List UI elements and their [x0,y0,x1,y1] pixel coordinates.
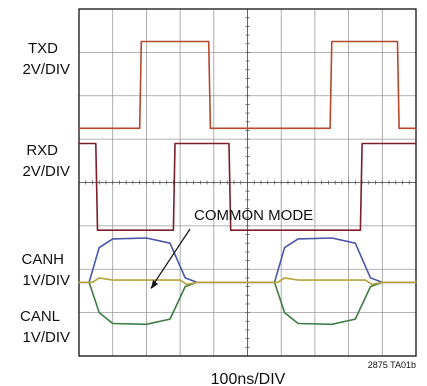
channel-label-txd: TXD [28,40,58,57]
channel-scale-canl: 1V/DIV [22,329,70,346]
channel-scale-txd: 2V/DIV [22,61,70,78]
channel-scale-canh: 1V/DIV [22,272,70,289]
channel-label-rxd: RXD [26,142,58,159]
channel-label-canh: CANH [21,251,64,268]
annotation-arrowhead [151,280,158,289]
channel-label-canl: CANL [20,308,60,325]
trace-common-mode [78,277,417,286]
channel-scale-rxd: 2V/DIV [22,163,70,180]
figure-id: 2875 TA01b [368,360,416,370]
annotation-common-mode: COMMON MODE [194,207,313,224]
trace-txd [78,40,417,130]
annotation-arrow [150,228,191,289]
graticule [78,8,417,357]
trace-rxd [78,142,417,231]
plot-frame [78,8,417,357]
waveform-traces [78,40,417,326]
x-axis-label: 100ns/DIV [211,371,286,386]
